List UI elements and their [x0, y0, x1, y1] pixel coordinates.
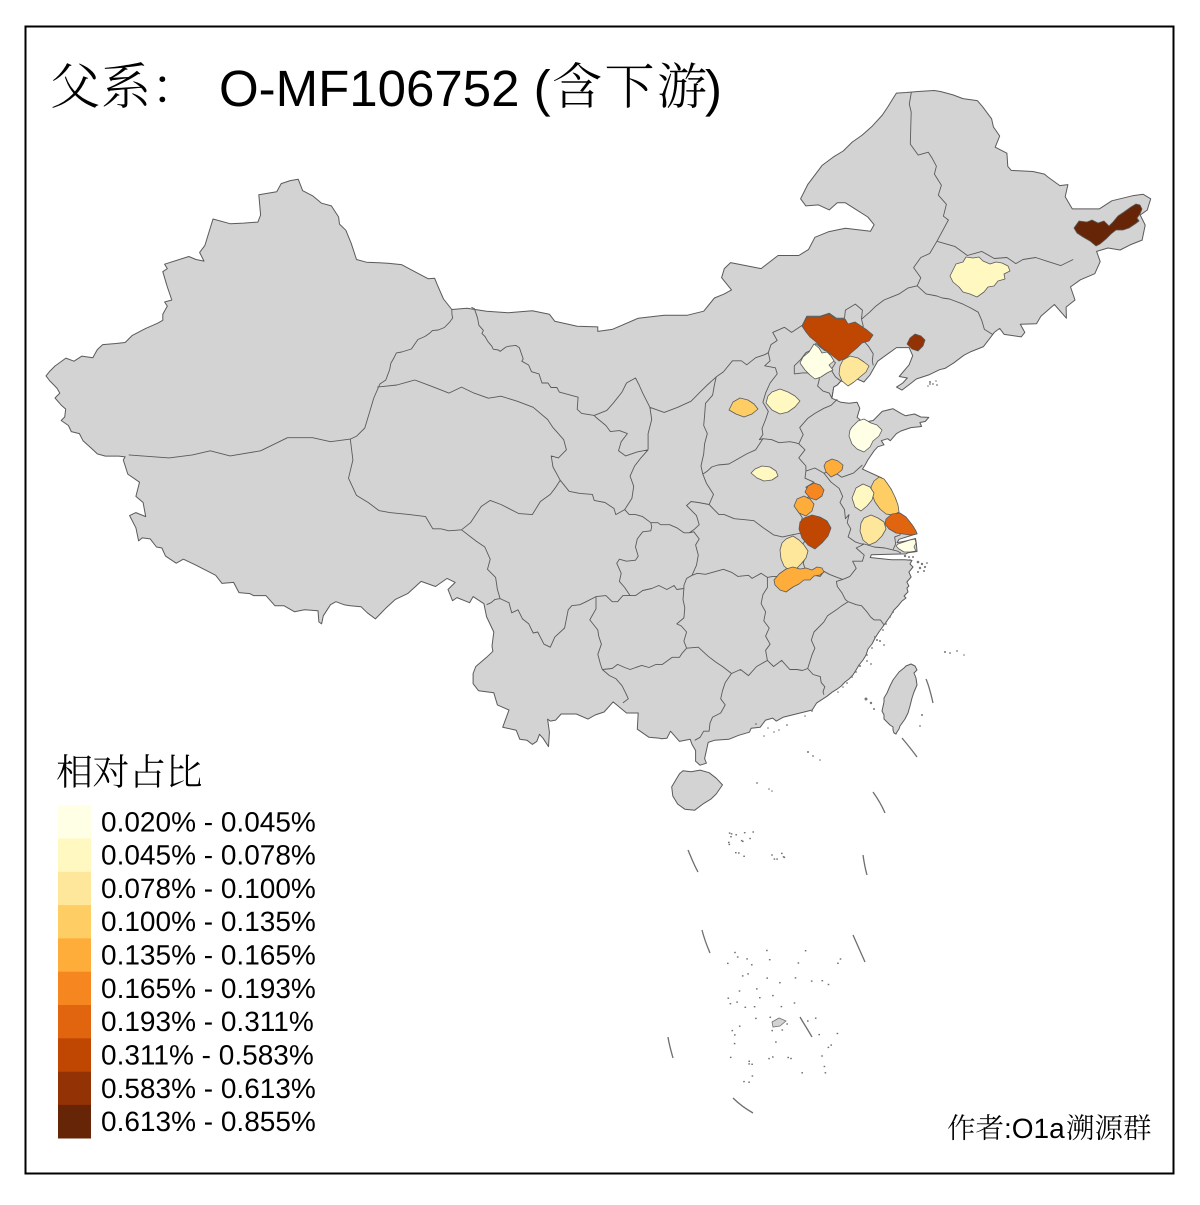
svg-text:0.165% - 0.193%: 0.165% - 0.193%	[101, 973, 316, 1004]
svg-text:0.583% - 0.613%: 0.583% - 0.613%	[101, 1073, 316, 1104]
svg-text:0.020% - 0.045%: 0.020% - 0.045%	[101, 806, 316, 837]
svg-text:0.045% - 0.078%: 0.045% - 0.078%	[101, 840, 316, 871]
svg-text:): )	[705, 60, 722, 117]
svg-text:O-MF106752 (: O-MF106752 (	[219, 60, 551, 117]
svg-text:0.135% - 0.165%: 0.135% - 0.165%	[101, 940, 316, 971]
svg-text::O1a: :O1a	[1004, 1113, 1065, 1144]
svg-text:0.100% - 0.135%: 0.100% - 0.135%	[101, 906, 316, 937]
svg-text:0.311% - 0.583%: 0.311% - 0.583%	[101, 1040, 314, 1071]
svg-text:0.613% - 0.855%: 0.613% - 0.855%	[101, 1106, 316, 1137]
svg-text:0.078% - 0.100%: 0.078% - 0.100%	[101, 873, 316, 904]
svg-text:0.193% - 0.311%: 0.193% - 0.311%	[101, 1006, 314, 1037]
